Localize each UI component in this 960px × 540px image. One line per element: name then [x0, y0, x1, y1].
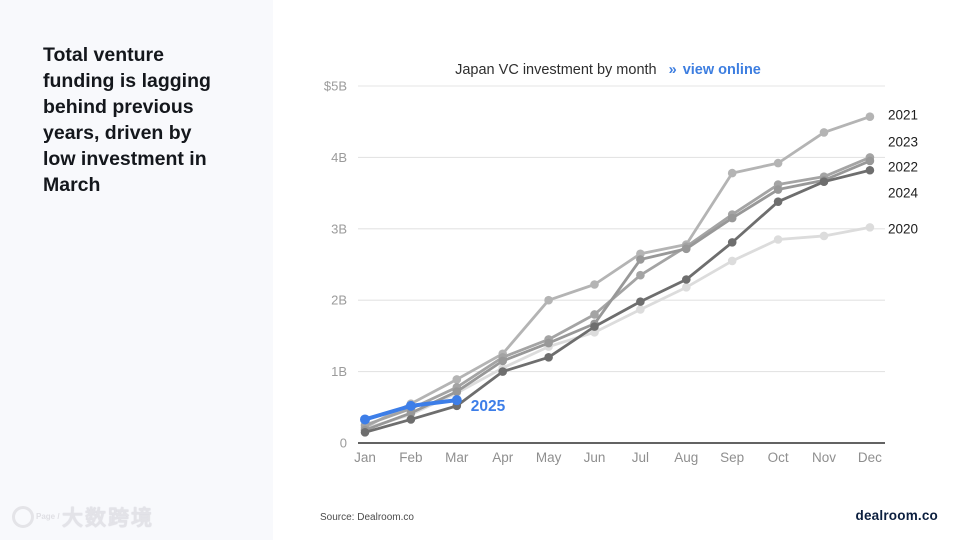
series-line-2024 — [363, 168, 872, 434]
x-axis-month-label: May — [536, 450, 562, 465]
data-point-2022 — [865, 156, 875, 166]
data-point-2025 — [451, 395, 462, 406]
x-axis-month-label: Mar — [445, 450, 469, 465]
chart-title-row: Japan VC investment by month » view onlin… — [278, 62, 938, 78]
y-axis-tick: 3B — [331, 221, 347, 236]
watermark-page-label: Page / — [36, 512, 60, 521]
data-point-2022 — [544, 338, 553, 348]
watermark: Page / 大数跨境 — [12, 502, 154, 532]
series-end-label-2022: 2022 — [888, 160, 918, 175]
data-point-2022 — [498, 356, 507, 366]
y-axis-tick: 1B — [331, 364, 347, 379]
series-end-label-2024: 2024 — [888, 186, 919, 201]
x-axis-month-label: Jun — [584, 450, 606, 465]
y-axis-tick: $5B — [324, 79, 347, 94]
series-end-label-2023: 2023 — [888, 135, 918, 150]
data-point-2021 — [773, 158, 783, 168]
source-label: Source: — [320, 512, 355, 523]
data-point-2024 — [406, 415, 416, 424]
data-point-2022 — [727, 213, 737, 223]
data-point-2021 — [544, 295, 553, 305]
double-chevron-icon: » — [668, 62, 677, 78]
vc-investment-line-chart: 0 1B 2B 3B 4B $5B Jan Feb Mar Apr May Jun Jul Aug Sep O… — [324, 79, 919, 466]
series-line-2023 — [363, 156, 872, 427]
x-axis-month-label: Apr — [492, 450, 514, 465]
data-point-2022 — [682, 244, 691, 254]
x-axis-month-label: Oct — [768, 450, 789, 465]
data-point-2020 — [819, 231, 829, 241]
data-point-2023 — [590, 310, 599, 319]
data-point-2023 — [636, 270, 645, 280]
series-end-label-2020: 2020 — [888, 222, 918, 237]
view-online-label: view online — [682, 62, 761, 78]
source-value: Dealroom.co — [357, 512, 414, 523]
series-end-label-2021: 2021 — [888, 108, 918, 123]
x-axis-month-label: Jul — [632, 450, 649, 465]
data-point-2021 — [865, 112, 875, 122]
data-point-2022 — [406, 408, 416, 418]
watermark-brand: 大数跨境 — [62, 507, 154, 530]
data-point-2024 — [590, 322, 599, 331]
data-point-2022 — [773, 185, 783, 194]
data-point-2020 — [682, 283, 691, 292]
data-point-2020 — [865, 223, 875, 232]
data-point-2024 — [636, 297, 645, 306]
x-axis-month-label: Nov — [812, 450, 836, 465]
y-axis-tick: 2B — [331, 293, 347, 308]
data-point-2024 — [727, 238, 737, 247]
data-point-2024 — [544, 353, 553, 362]
data-point-2025 — [360, 414, 370, 425]
data-point-2024 — [819, 177, 829, 186]
dealroom-logo: dealroom.co — [855, 508, 938, 523]
data-point-2021 — [819, 128, 829, 137]
source-note: Source: Dealroom.co — [320, 512, 414, 523]
sidebar: Total venture funding is lagging behind … — [0, 0, 273, 540]
data-point-2020 — [727, 256, 737, 266]
x-axis-month-label: Aug — [674, 450, 698, 465]
x-axis-month-label: Feb — [399, 450, 422, 465]
data-point-2024 — [682, 275, 691, 284]
data-point-2025 — [405, 400, 416, 411]
data-point-2024 — [773, 197, 783, 206]
data-point-2022 — [452, 387, 462, 396]
chart-title: Japan VC investment by month — [455, 62, 657, 78]
data-point-2024 — [865, 165, 875, 175]
x-axis-month-label: Dec — [858, 450, 882, 465]
x-axis-month-label: Jan — [354, 450, 376, 465]
data-point-2020 — [773, 235, 783, 244]
data-point-2021 — [727, 168, 737, 178]
data-point-2020 — [636, 305, 645, 314]
y-axis-tick: 0 — [340, 436, 347, 451]
data-point-2021 — [590, 280, 599, 289]
series-inline-label-2025: 2025 — [471, 398, 506, 415]
data-point-2024 — [360, 427, 370, 437]
watermark-logo-icon — [12, 506, 34, 528]
slide-headline: Total venture funding is lagging behind … — [43, 44, 211, 196]
view-online-link[interactable]: » view online — [669, 62, 761, 78]
series-line-2022 — [363, 159, 872, 432]
data-point-2022 — [636, 255, 645, 264]
x-axis-month-label: Sep — [720, 450, 744, 465]
y-axis-tick: 4B — [331, 150, 347, 165]
data-point-2024 — [498, 367, 507, 376]
data-point-2021 — [452, 375, 462, 384]
series-line-2021 — [363, 115, 872, 429]
